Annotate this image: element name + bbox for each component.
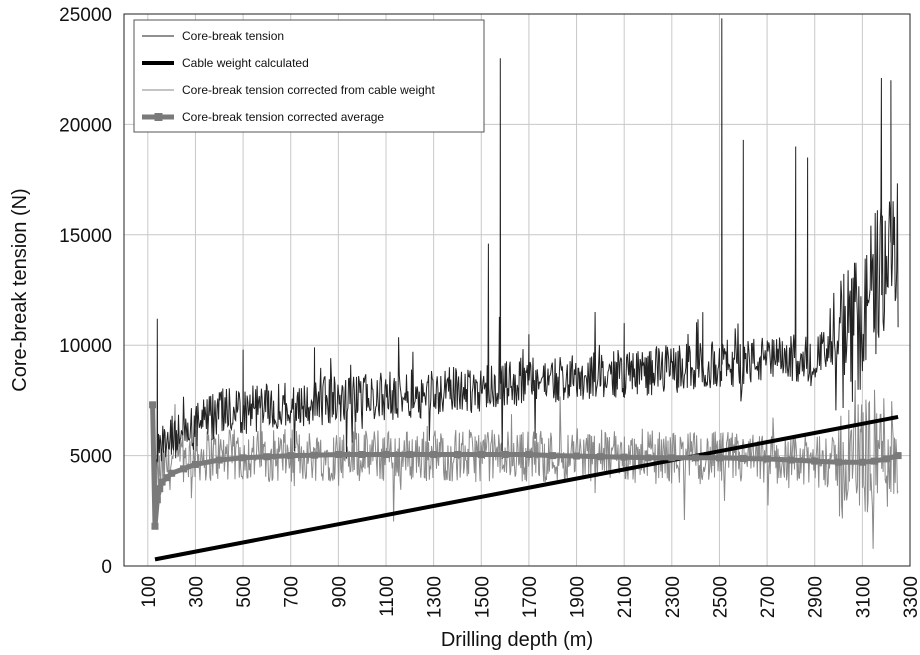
average-marker	[180, 465, 188, 473]
average-marker	[858, 458, 866, 466]
average-marker	[406, 450, 414, 458]
x-tick-label: 2100	[615, 576, 636, 618]
x-tick-label: 3300	[901, 576, 920, 618]
legend-label: Core-break tension corrected average	[182, 110, 384, 124]
average-marker	[263, 453, 271, 461]
average-marker	[882, 455, 890, 463]
y-tick-label: 25000	[59, 5, 112, 26]
y-tick-label: 20000	[59, 115, 112, 136]
average-marker	[573, 452, 581, 460]
average-marker	[453, 450, 461, 458]
average-marker	[151, 522, 159, 530]
legend: Core-break tension Cable weight calculate…	[133, 19, 485, 133]
series-cable-weight	[154, 414, 899, 562]
plot-frame	[123, 13, 911, 567]
x-tick-label: 2700	[758, 576, 779, 618]
x-tick-label: 100	[139, 576, 160, 608]
average-marker	[715, 454, 723, 462]
x-tick-label: 900	[329, 576, 350, 608]
y-tick-label: 0	[101, 557, 112, 578]
legend-label: Core-break tension corrected from cable …	[182, 83, 435, 97]
y-tick-label: 10000	[59, 336, 112, 357]
average-marker	[311, 451, 319, 459]
y-tick-label: 15000	[59, 226, 112, 247]
average-marker	[668, 454, 676, 462]
x-tick-label: 700	[282, 576, 303, 608]
average-marker	[763, 455, 771, 463]
average-marker	[287, 452, 295, 460]
average-marker	[620, 453, 628, 461]
average-marker	[811, 457, 819, 465]
average-marker	[835, 458, 843, 466]
average-marker	[477, 450, 485, 458]
legend-marker	[154, 113, 163, 121]
average-marker	[596, 453, 604, 461]
x-tick-label: 2300	[663, 576, 684, 618]
average-marker	[149, 401, 157, 409]
legend-label: Cable weight calculated	[182, 56, 309, 70]
y-axis-title: Core-break tension (N)	[9, 188, 31, 391]
average-marker	[787, 456, 795, 464]
x-tick-label: 1300	[425, 576, 446, 618]
average-marker	[163, 474, 171, 482]
x-tick-label: 3100	[853, 576, 874, 618]
average-marker	[158, 478, 166, 486]
x-axis-title: Drilling depth (m)	[441, 629, 593, 651]
average-marker	[501, 450, 509, 458]
series-corrected-average	[150, 404, 899, 529]
average-marker	[382, 450, 390, 458]
x-tick-label: 1100	[377, 576, 398, 617]
series-layer	[149, 18, 902, 562]
legend-label: Core-break tension	[182, 29, 284, 43]
series-core-break-tension	[154, 18, 899, 469]
legend-box	[133, 19, 485, 133]
average-marker	[692, 454, 700, 462]
average-marker	[168, 469, 176, 477]
y-tick-label: 5000	[70, 447, 112, 468]
average-marker	[191, 460, 199, 468]
average-marker	[870, 457, 878, 465]
average-marker	[644, 454, 652, 462]
average-marker	[334, 450, 342, 458]
average-marker	[525, 450, 533, 458]
average-marker	[215, 456, 223, 464]
series-core-break-corrected	[154, 380, 899, 549]
average-marker	[894, 452, 902, 460]
average-marker	[153, 496, 161, 504]
average-marker	[239, 454, 247, 462]
x-tick-label: 2500	[710, 576, 731, 618]
x-tick-label: 300	[186, 576, 207, 608]
average-marker	[549, 452, 557, 460]
average-marker	[739, 454, 747, 462]
x-tick-label: 2900	[806, 576, 827, 618]
tick-labels: 0 5000 10000 15000 20000 25000 100 300 500 700 900…	[59, 5, 920, 618]
x-tick-label: 1500	[472, 576, 493, 618]
average-marker	[358, 450, 366, 458]
average-marker	[156, 485, 164, 493]
x-tick-label: 1900	[568, 576, 589, 618]
x-tick-label: 500	[234, 576, 255, 608]
average-marker	[430, 450, 438, 458]
x-tick-label: 1700	[520, 576, 541, 618]
